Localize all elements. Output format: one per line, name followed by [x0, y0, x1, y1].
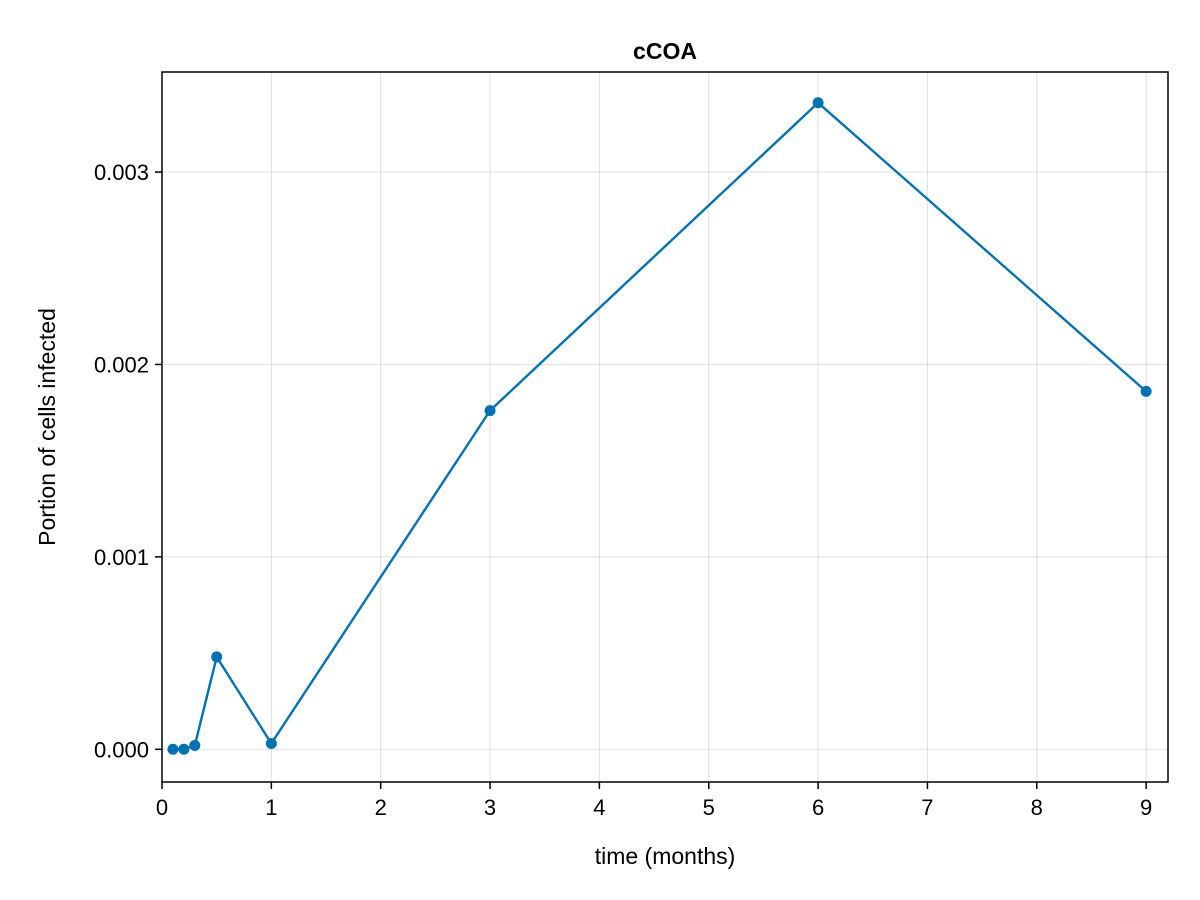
x-tick-label: 5: [703, 795, 715, 820]
x-axis-label: time (months): [595, 843, 736, 869]
data-series: [167, 97, 1152, 755]
y-axis-label: Portion of cells infected: [34, 308, 60, 546]
x-tick-label: 4: [593, 795, 605, 820]
data-point: [211, 651, 223, 663]
x-axis-ticks: 0 1 2 3 4 5 6 7 8 9: [156, 782, 1152, 820]
y-tick-label: 0.002: [94, 352, 149, 377]
x-tick-label: 8: [1031, 795, 1043, 820]
x-tick-label: 7: [921, 795, 933, 820]
y-tick-label: 0.000: [94, 737, 149, 762]
y-axis-ticks: 0.000 0.001 0.002 0.003: [94, 160, 162, 762]
x-tick-label: 6: [812, 795, 824, 820]
chart-title: cCOA: [633, 38, 697, 64]
x-tick-label: 9: [1140, 795, 1152, 820]
gridlines: [161, 72, 1168, 782]
x-tick-label: 2: [375, 795, 387, 820]
data-point: [167, 743, 179, 755]
data-point: [178, 743, 190, 755]
data-point: [812, 97, 824, 109]
y-tick-label: 0.001: [94, 545, 149, 570]
data-point: [265, 738, 277, 750]
plot-frame: [161, 71, 1169, 783]
data-point: [1140, 385, 1152, 397]
x-tick-label: 3: [484, 795, 496, 820]
data-point: [484, 405, 496, 417]
x-tick-label: 1: [265, 795, 277, 820]
y-tick-label: 0.003: [94, 160, 149, 185]
data-point: [189, 739, 201, 751]
x-tick-label: 0: [156, 795, 168, 820]
